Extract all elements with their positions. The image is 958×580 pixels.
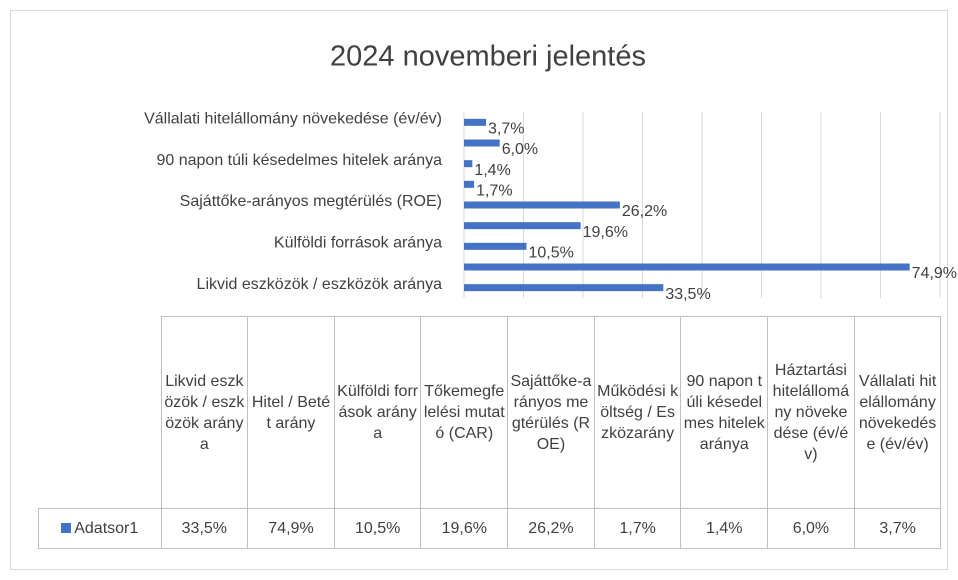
bar [464, 118, 487, 126]
blank-cell [38, 316, 162, 509]
table-value: 26,2% [507, 508, 595, 549]
table-header: Működési költség / Eszközarány [593, 316, 682, 509]
bar [464, 284, 664, 292]
table-value: 10,5% [333, 508, 422, 549]
table-header: Külföldi források aránya [333, 316, 422, 509]
table-header: Hitel / Betét arány [247, 316, 335, 509]
table-header: Likvid eszközök / eszközök aránya [160, 316, 249, 509]
data-label: 33,5% [665, 286, 710, 303]
data-label: 6,0% [502, 141, 538, 158]
data-label: 10,5% [528, 245, 573, 262]
legend-swatch [61, 523, 72, 533]
table-header: Sajáttőke-arányos megtérülés (ROE) [507, 316, 595, 509]
legend-label: Adatsor1 [74, 520, 139, 537]
table-value: 1,4% [680, 508, 769, 549]
y-tick-label: Sajáttőke-arányos megtérülés (ROE) [180, 193, 442, 210]
data-label: 3,7% [488, 121, 524, 138]
chart-title: 2024 novemberi jelentés [330, 41, 646, 73]
data-label: 19,6% [583, 224, 628, 241]
bar [464, 139, 500, 147]
y-tick-label: Likvid eszközök / eszközök aránya [197, 276, 443, 293]
bar [464, 242, 527, 250]
bar [464, 201, 620, 209]
table-value: 1,7% [593, 508, 682, 549]
legend-cell: Adatsor1 [38, 508, 162, 549]
bar [464, 160, 473, 168]
table-value: 19,6% [420, 508, 509, 549]
table-value: 3,7% [853, 508, 942, 549]
table-header: Vállalati hitelállomány növekedése (év/é… [853, 316, 942, 509]
data-table: Likvid eszközök / eszközök aránya Hitel /… [38, 316, 942, 549]
bar [464, 263, 910, 271]
table-header: Háztartási hitelállomány növekedése (év/… [767, 316, 855, 509]
table-value: 74,9% [247, 508, 335, 549]
data-label: 74,9% [912, 265, 957, 282]
bar [464, 222, 581, 230]
data-label: 1,7% [476, 183, 512, 200]
data-label: 1,4% [474, 162, 510, 179]
table-value: 33,5% [160, 508, 249, 549]
table-header: 90 napon túli késedelmes hitelek aránya [680, 316, 769, 509]
y-tick-label: Vállalati hitelállomány növekedése (év/é… [144, 111, 442, 128]
table-header: Tőkemegfelelési mutató (CAR) [420, 316, 509, 509]
table-header-row: Likvid eszközök / eszközök aránya Hitel /… [38, 316, 942, 509]
table-value: 6,0% [767, 508, 855, 549]
table-data-row: Adatsor1 33,5% 74,9% 10,5% 19,6% 26,2% 1,7% 1,4… [38, 508, 942, 549]
bar [464, 180, 475, 188]
y-tick-label: 90 napon túli késedelmes hitelek aránya [156, 152, 442, 169]
y-tick-label: Külföldi források aránya [274, 235, 442, 252]
data-label: 26,2% [622, 203, 667, 220]
